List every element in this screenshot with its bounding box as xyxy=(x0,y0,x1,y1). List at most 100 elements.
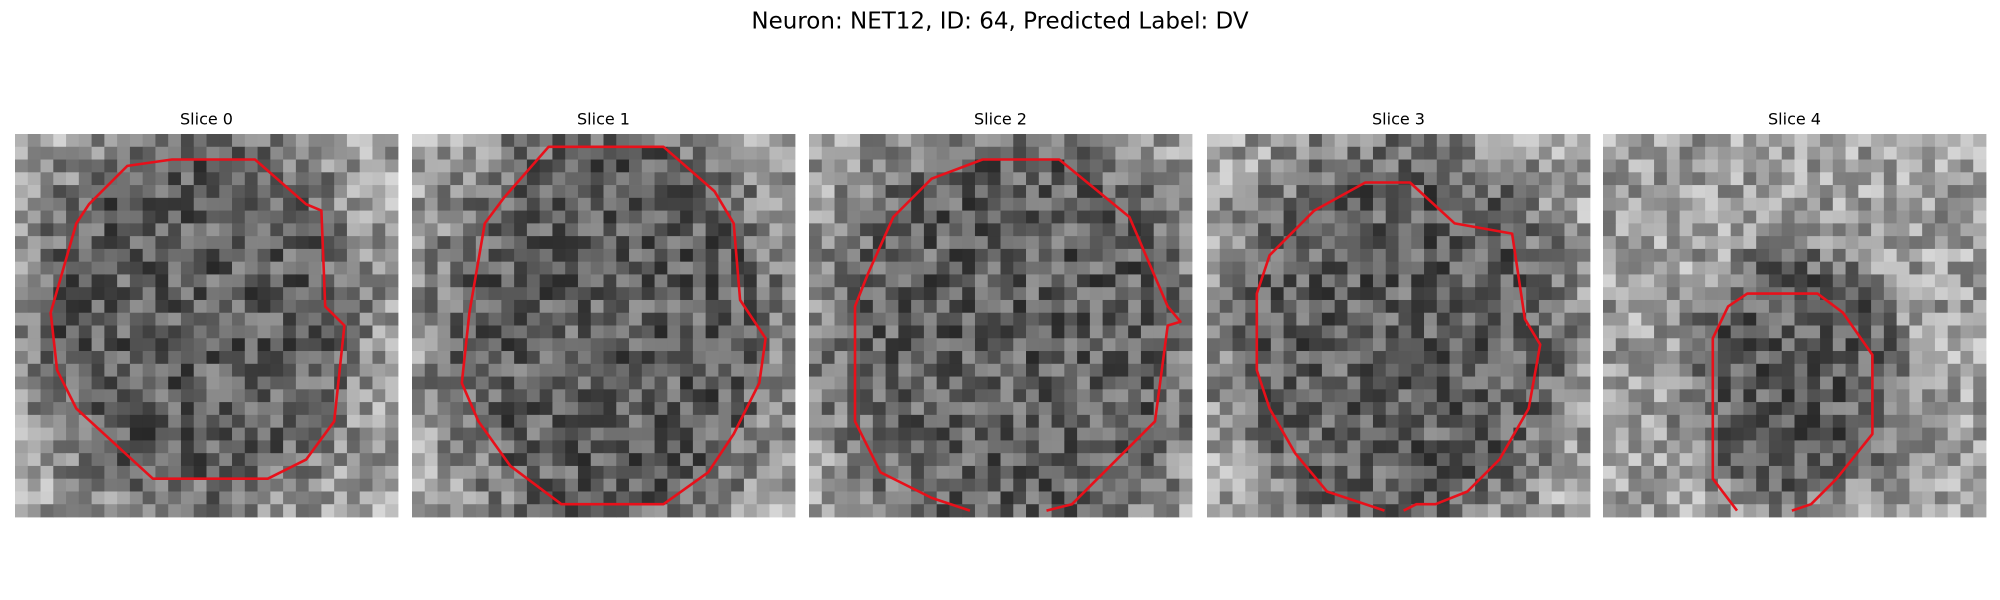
pixel xyxy=(488,185,502,199)
pixel xyxy=(565,236,579,250)
pixel xyxy=(1258,363,1272,377)
pixel xyxy=(1500,236,1514,250)
image-panel: Slice 4 xyxy=(1603,110,1987,518)
pixel xyxy=(885,172,899,186)
pixel xyxy=(424,338,438,352)
pixel xyxy=(424,210,438,224)
pixel xyxy=(1666,236,1680,250)
pixel xyxy=(1038,363,1052,377)
pixel xyxy=(437,478,451,492)
pixel xyxy=(1038,402,1052,416)
pixel xyxy=(1089,402,1104,416)
pixel xyxy=(1140,351,1155,365)
pixel xyxy=(629,453,643,467)
pixel xyxy=(514,389,528,403)
pixel xyxy=(1462,210,1476,224)
pixel xyxy=(1140,504,1155,518)
pixel xyxy=(359,427,373,441)
pixel xyxy=(91,389,105,403)
pixel xyxy=(629,210,643,224)
pixel xyxy=(718,491,732,505)
pixel xyxy=(834,478,848,492)
pixel xyxy=(1398,274,1412,288)
pixel xyxy=(1730,414,1744,429)
pixel xyxy=(142,197,156,211)
pixel xyxy=(1411,312,1425,326)
pixel xyxy=(1538,440,1553,454)
pixel xyxy=(1909,478,1923,492)
pixel xyxy=(590,236,604,250)
pixel xyxy=(412,478,426,492)
pixel xyxy=(180,287,195,301)
pixel xyxy=(463,274,477,288)
pixel xyxy=(155,351,169,365)
pixel xyxy=(283,159,297,173)
pixel xyxy=(821,453,835,467)
pixel xyxy=(1258,465,1272,480)
pixel xyxy=(1883,159,1898,173)
pixel xyxy=(680,146,694,160)
pixel xyxy=(1258,134,1272,148)
pixel xyxy=(66,351,80,365)
pixel xyxy=(1922,146,1936,160)
pixel xyxy=(756,223,770,237)
pixel xyxy=(1424,338,1438,352)
pixel xyxy=(219,312,233,326)
pixel xyxy=(962,146,976,160)
pixel xyxy=(552,453,566,467)
pixel xyxy=(372,427,386,441)
pixel xyxy=(1743,210,1757,224)
pixel xyxy=(53,197,67,211)
pixel xyxy=(1153,248,1167,263)
pixel xyxy=(885,146,899,160)
pixel xyxy=(359,351,373,365)
pixel xyxy=(346,261,361,275)
pixel xyxy=(1334,274,1348,288)
pixel xyxy=(1513,376,1527,390)
pixel xyxy=(1140,402,1155,416)
pixel xyxy=(1077,440,1091,454)
pixel xyxy=(104,172,118,186)
pixel xyxy=(1513,453,1527,467)
pixel xyxy=(270,146,284,160)
pixel xyxy=(629,338,643,352)
pixel xyxy=(1820,236,1834,250)
pixel xyxy=(308,491,322,505)
pixel xyxy=(654,465,668,480)
pixel xyxy=(1679,159,1693,173)
pixel xyxy=(321,325,335,339)
pixel xyxy=(91,134,105,148)
pixel xyxy=(1449,223,1463,237)
pixel xyxy=(1089,210,1104,224)
pixel xyxy=(488,146,502,160)
pixel xyxy=(104,134,118,148)
pixel xyxy=(1577,338,1591,352)
pixel xyxy=(244,159,258,173)
pixel xyxy=(1013,325,1027,339)
pixel xyxy=(1577,159,1591,173)
pixel xyxy=(295,210,310,224)
pixel xyxy=(1013,146,1027,160)
pixel xyxy=(308,223,322,237)
pixel xyxy=(501,414,515,429)
pixel xyxy=(1207,159,1221,173)
pixel xyxy=(475,402,489,416)
pixel xyxy=(334,376,348,390)
pixel xyxy=(1743,351,1757,365)
pixel xyxy=(1026,185,1040,199)
pixel xyxy=(962,338,976,352)
pixel xyxy=(40,325,54,339)
pixel xyxy=(1258,453,1272,467)
pixel xyxy=(1641,159,1655,173)
pixel xyxy=(53,185,67,199)
pixel xyxy=(1883,465,1898,480)
pixel xyxy=(385,197,399,211)
pixel xyxy=(949,351,963,365)
pixel xyxy=(1538,312,1553,326)
pixel xyxy=(1794,312,1808,326)
pixel xyxy=(1207,427,1221,441)
pixel xyxy=(1896,465,1910,480)
pixel xyxy=(1794,236,1808,250)
pixel xyxy=(552,223,566,237)
pixel xyxy=(898,427,912,441)
